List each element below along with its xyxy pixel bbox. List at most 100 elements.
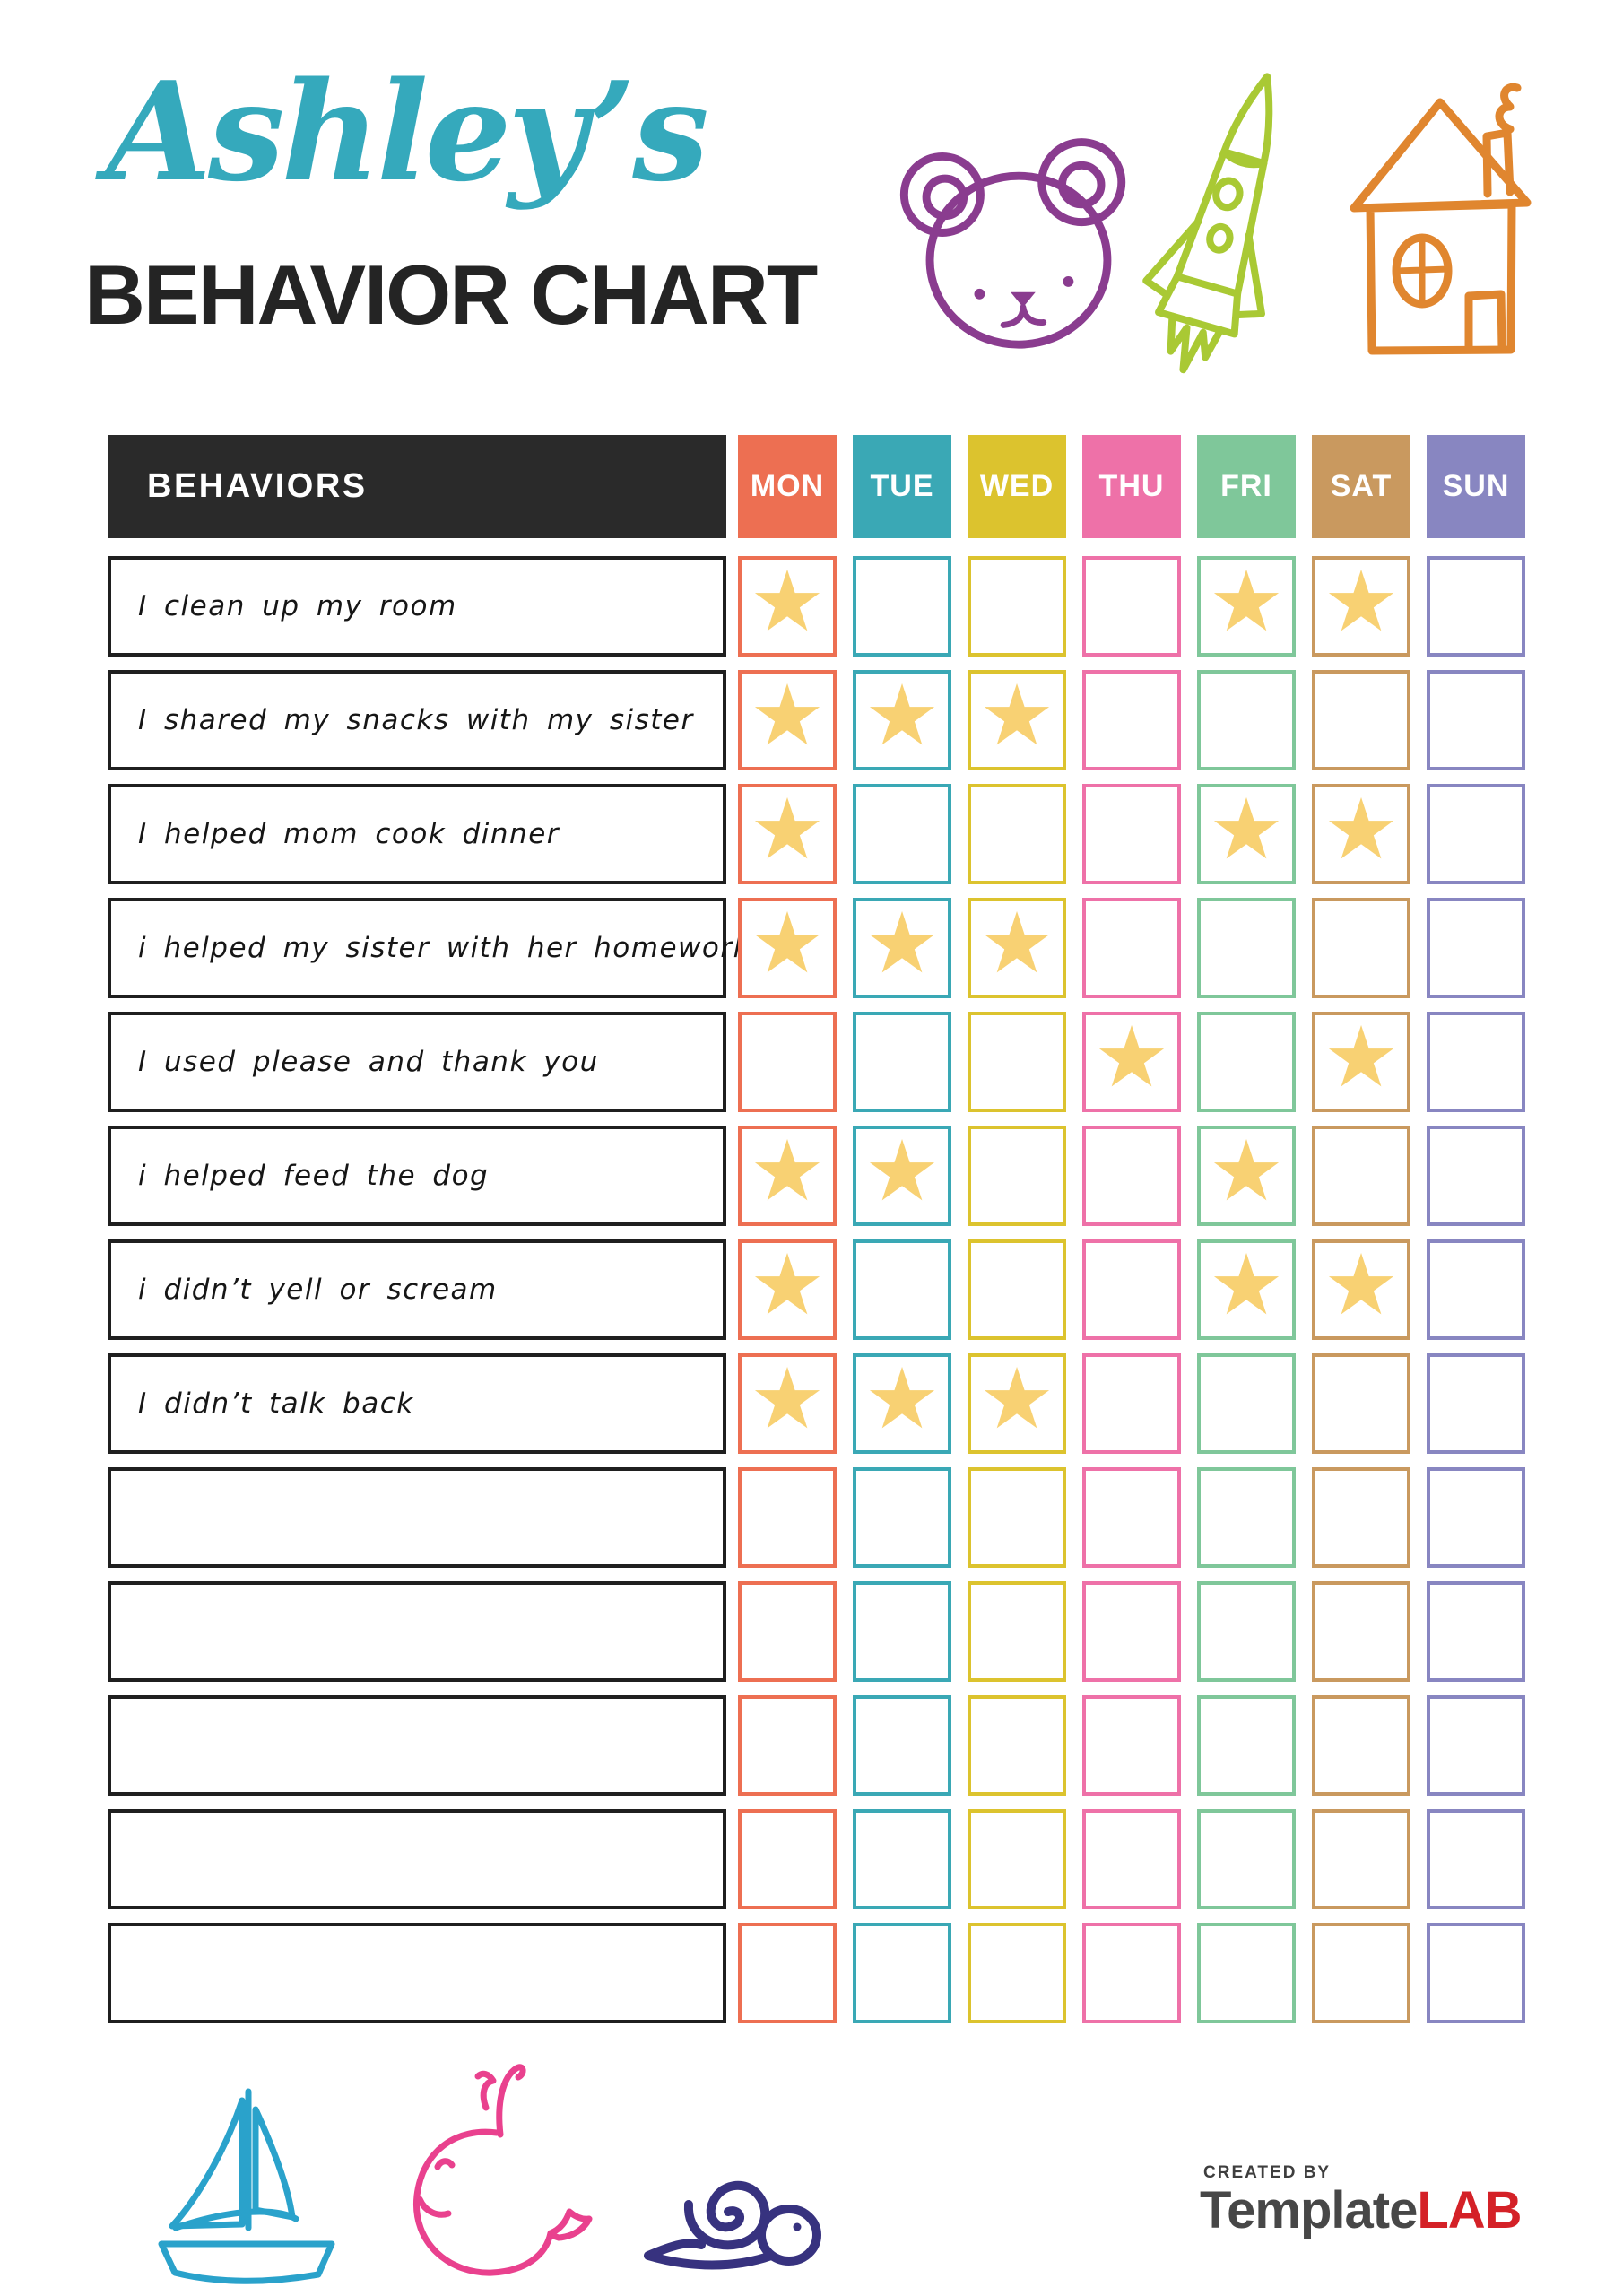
checkbox-tue[interactable] bbox=[853, 1923, 951, 2023]
checkbox-sat[interactable]: ★ bbox=[1312, 1239, 1410, 1340]
checkbox-fri[interactable]: ★ bbox=[1197, 784, 1296, 884]
day-header-sat: SAT bbox=[1312, 435, 1410, 538]
checkbox-wed[interactable] bbox=[968, 1239, 1066, 1340]
checkbox-wed[interactable] bbox=[968, 1695, 1066, 1796]
checkbox-sat[interactable] bbox=[1312, 1126, 1410, 1226]
checkbox-sun[interactable] bbox=[1427, 556, 1525, 657]
checkbox-sun[interactable] bbox=[1427, 670, 1525, 770]
checkbox-tue[interactable]: ★ bbox=[853, 1353, 951, 1454]
checkbox-wed[interactable] bbox=[968, 1923, 1066, 2023]
checkbox-sat[interactable] bbox=[1312, 1467, 1410, 1568]
checkbox-tue[interactable] bbox=[853, 1239, 951, 1340]
checkbox-fri[interactable] bbox=[1197, 898, 1296, 998]
behavior-label: i didn’t yell or scream bbox=[138, 1274, 498, 1306]
checkbox-tue[interactable] bbox=[853, 1695, 951, 1796]
star-icon: ★ bbox=[1208, 781, 1285, 879]
checkbox-fri[interactable]: ★ bbox=[1197, 1126, 1296, 1226]
checkbox-wed[interactable] bbox=[968, 556, 1066, 657]
checkbox-mon[interactable]: ★ bbox=[738, 1239, 837, 1340]
checkbox-wed[interactable] bbox=[968, 1012, 1066, 1112]
checkbox-thu[interactable] bbox=[1082, 784, 1181, 884]
checkbox-thu[interactable] bbox=[1082, 1353, 1181, 1454]
checkbox-wed[interactable] bbox=[968, 1467, 1066, 1568]
checkbox-mon[interactable]: ★ bbox=[738, 670, 837, 770]
checkbox-sat[interactable] bbox=[1312, 1809, 1410, 1909]
behavior-row bbox=[108, 1923, 1525, 2023]
checkbox-thu[interactable] bbox=[1082, 1695, 1181, 1796]
checkbox-sat[interactable]: ★ bbox=[1312, 784, 1410, 884]
checkbox-mon[interactable]: ★ bbox=[738, 556, 837, 657]
checkbox-thu[interactable]: ★ bbox=[1082, 1012, 1181, 1112]
checkbox-thu[interactable] bbox=[1082, 1923, 1181, 2023]
checkbox-mon[interactable] bbox=[738, 1695, 837, 1796]
checkbox-wed[interactable]: ★ bbox=[968, 670, 1066, 770]
checkbox-wed[interactable] bbox=[968, 784, 1066, 884]
checkbox-thu[interactable] bbox=[1082, 1126, 1181, 1226]
checkbox-thu[interactable] bbox=[1082, 670, 1181, 770]
checkbox-thu[interactable] bbox=[1082, 1467, 1181, 1568]
checkbox-sun[interactable] bbox=[1427, 1012, 1525, 1112]
behavior-row: i didn’t yell or scream ★ ★ ★ bbox=[108, 1239, 1525, 1340]
checkbox-mon[interactable] bbox=[738, 1581, 837, 1682]
checkbox-sun[interactable] bbox=[1427, 784, 1525, 884]
checkbox-thu[interactable] bbox=[1082, 556, 1181, 657]
checkbox-fri[interactable] bbox=[1197, 670, 1296, 770]
checkbox-tue[interactable]: ★ bbox=[853, 670, 951, 770]
checkbox-fri[interactable] bbox=[1197, 1012, 1296, 1112]
checkbox-fri[interactable] bbox=[1197, 1353, 1296, 1454]
star-icon: ★ bbox=[978, 667, 1055, 765]
checkbox-sat[interactable] bbox=[1312, 1581, 1410, 1682]
checkbox-tue[interactable] bbox=[853, 784, 951, 884]
day-header-sun: SUN bbox=[1427, 435, 1525, 538]
whale-icon bbox=[381, 2052, 595, 2287]
checkbox-tue[interactable] bbox=[853, 1012, 951, 1112]
checkbox-sat[interactable] bbox=[1312, 670, 1410, 770]
brand-part-template: Template bbox=[1200, 2181, 1418, 2239]
checkbox-fri[interactable]: ★ bbox=[1197, 1239, 1296, 1340]
checkbox-sun[interactable] bbox=[1427, 1581, 1525, 1682]
checkbox-sat[interactable] bbox=[1312, 1353, 1410, 1454]
checkbox-sun[interactable] bbox=[1427, 1809, 1525, 1909]
checkbox-fri[interactable] bbox=[1197, 1695, 1296, 1796]
checkbox-sun[interactable] bbox=[1427, 1353, 1525, 1454]
checkbox-fri[interactable] bbox=[1197, 1467, 1296, 1568]
checkbox-tue[interactable]: ★ bbox=[853, 1126, 951, 1226]
checkbox-mon[interactable] bbox=[738, 1923, 837, 2023]
checkbox-mon[interactable]: ★ bbox=[738, 898, 837, 998]
checkbox-wed[interactable]: ★ bbox=[968, 1353, 1066, 1454]
checkbox-mon[interactable]: ★ bbox=[738, 784, 837, 884]
checkbox-fri[interactable]: ★ bbox=[1197, 556, 1296, 657]
checkbox-fri[interactable] bbox=[1197, 1809, 1296, 1909]
checkbox-fri[interactable] bbox=[1197, 1581, 1296, 1682]
checkbox-tue[interactable] bbox=[853, 1467, 951, 1568]
checkbox-tue[interactable] bbox=[853, 1581, 951, 1682]
checkbox-sun[interactable] bbox=[1427, 1239, 1525, 1340]
checkbox-mon[interactable] bbox=[738, 1467, 837, 1568]
checkbox-mon[interactable] bbox=[738, 1809, 837, 1909]
checkbox-sat[interactable] bbox=[1312, 1695, 1410, 1796]
checkbox-sat[interactable] bbox=[1312, 898, 1410, 998]
checkbox-thu[interactable] bbox=[1082, 1239, 1181, 1340]
checkbox-sat[interactable] bbox=[1312, 1923, 1410, 2023]
checkbox-thu[interactable] bbox=[1082, 898, 1181, 998]
checkbox-tue[interactable]: ★ bbox=[853, 898, 951, 998]
checkbox-thu[interactable] bbox=[1082, 1809, 1181, 1909]
checkbox-sun[interactable] bbox=[1427, 1923, 1525, 2023]
checkbox-sun[interactable] bbox=[1427, 898, 1525, 998]
checkbox-fri[interactable] bbox=[1197, 1923, 1296, 2023]
checkbox-tue[interactable] bbox=[853, 556, 951, 657]
checkbox-sun[interactable] bbox=[1427, 1695, 1525, 1796]
checkbox-wed[interactable]: ★ bbox=[968, 898, 1066, 998]
checkbox-sun[interactable] bbox=[1427, 1467, 1525, 1568]
checkbox-wed[interactable] bbox=[968, 1126, 1066, 1226]
checkbox-tue[interactable] bbox=[853, 1809, 951, 1909]
checkbox-sat[interactable]: ★ bbox=[1312, 556, 1410, 657]
checkbox-mon[interactable] bbox=[738, 1012, 837, 1112]
checkbox-wed[interactable] bbox=[968, 1809, 1066, 1909]
checkbox-sat[interactable]: ★ bbox=[1312, 1012, 1410, 1112]
checkbox-mon[interactable]: ★ bbox=[738, 1353, 837, 1454]
checkbox-thu[interactable] bbox=[1082, 1581, 1181, 1682]
checkbox-sun[interactable] bbox=[1427, 1126, 1525, 1226]
checkbox-wed[interactable] bbox=[968, 1581, 1066, 1682]
checkbox-mon[interactable]: ★ bbox=[738, 1126, 837, 1226]
